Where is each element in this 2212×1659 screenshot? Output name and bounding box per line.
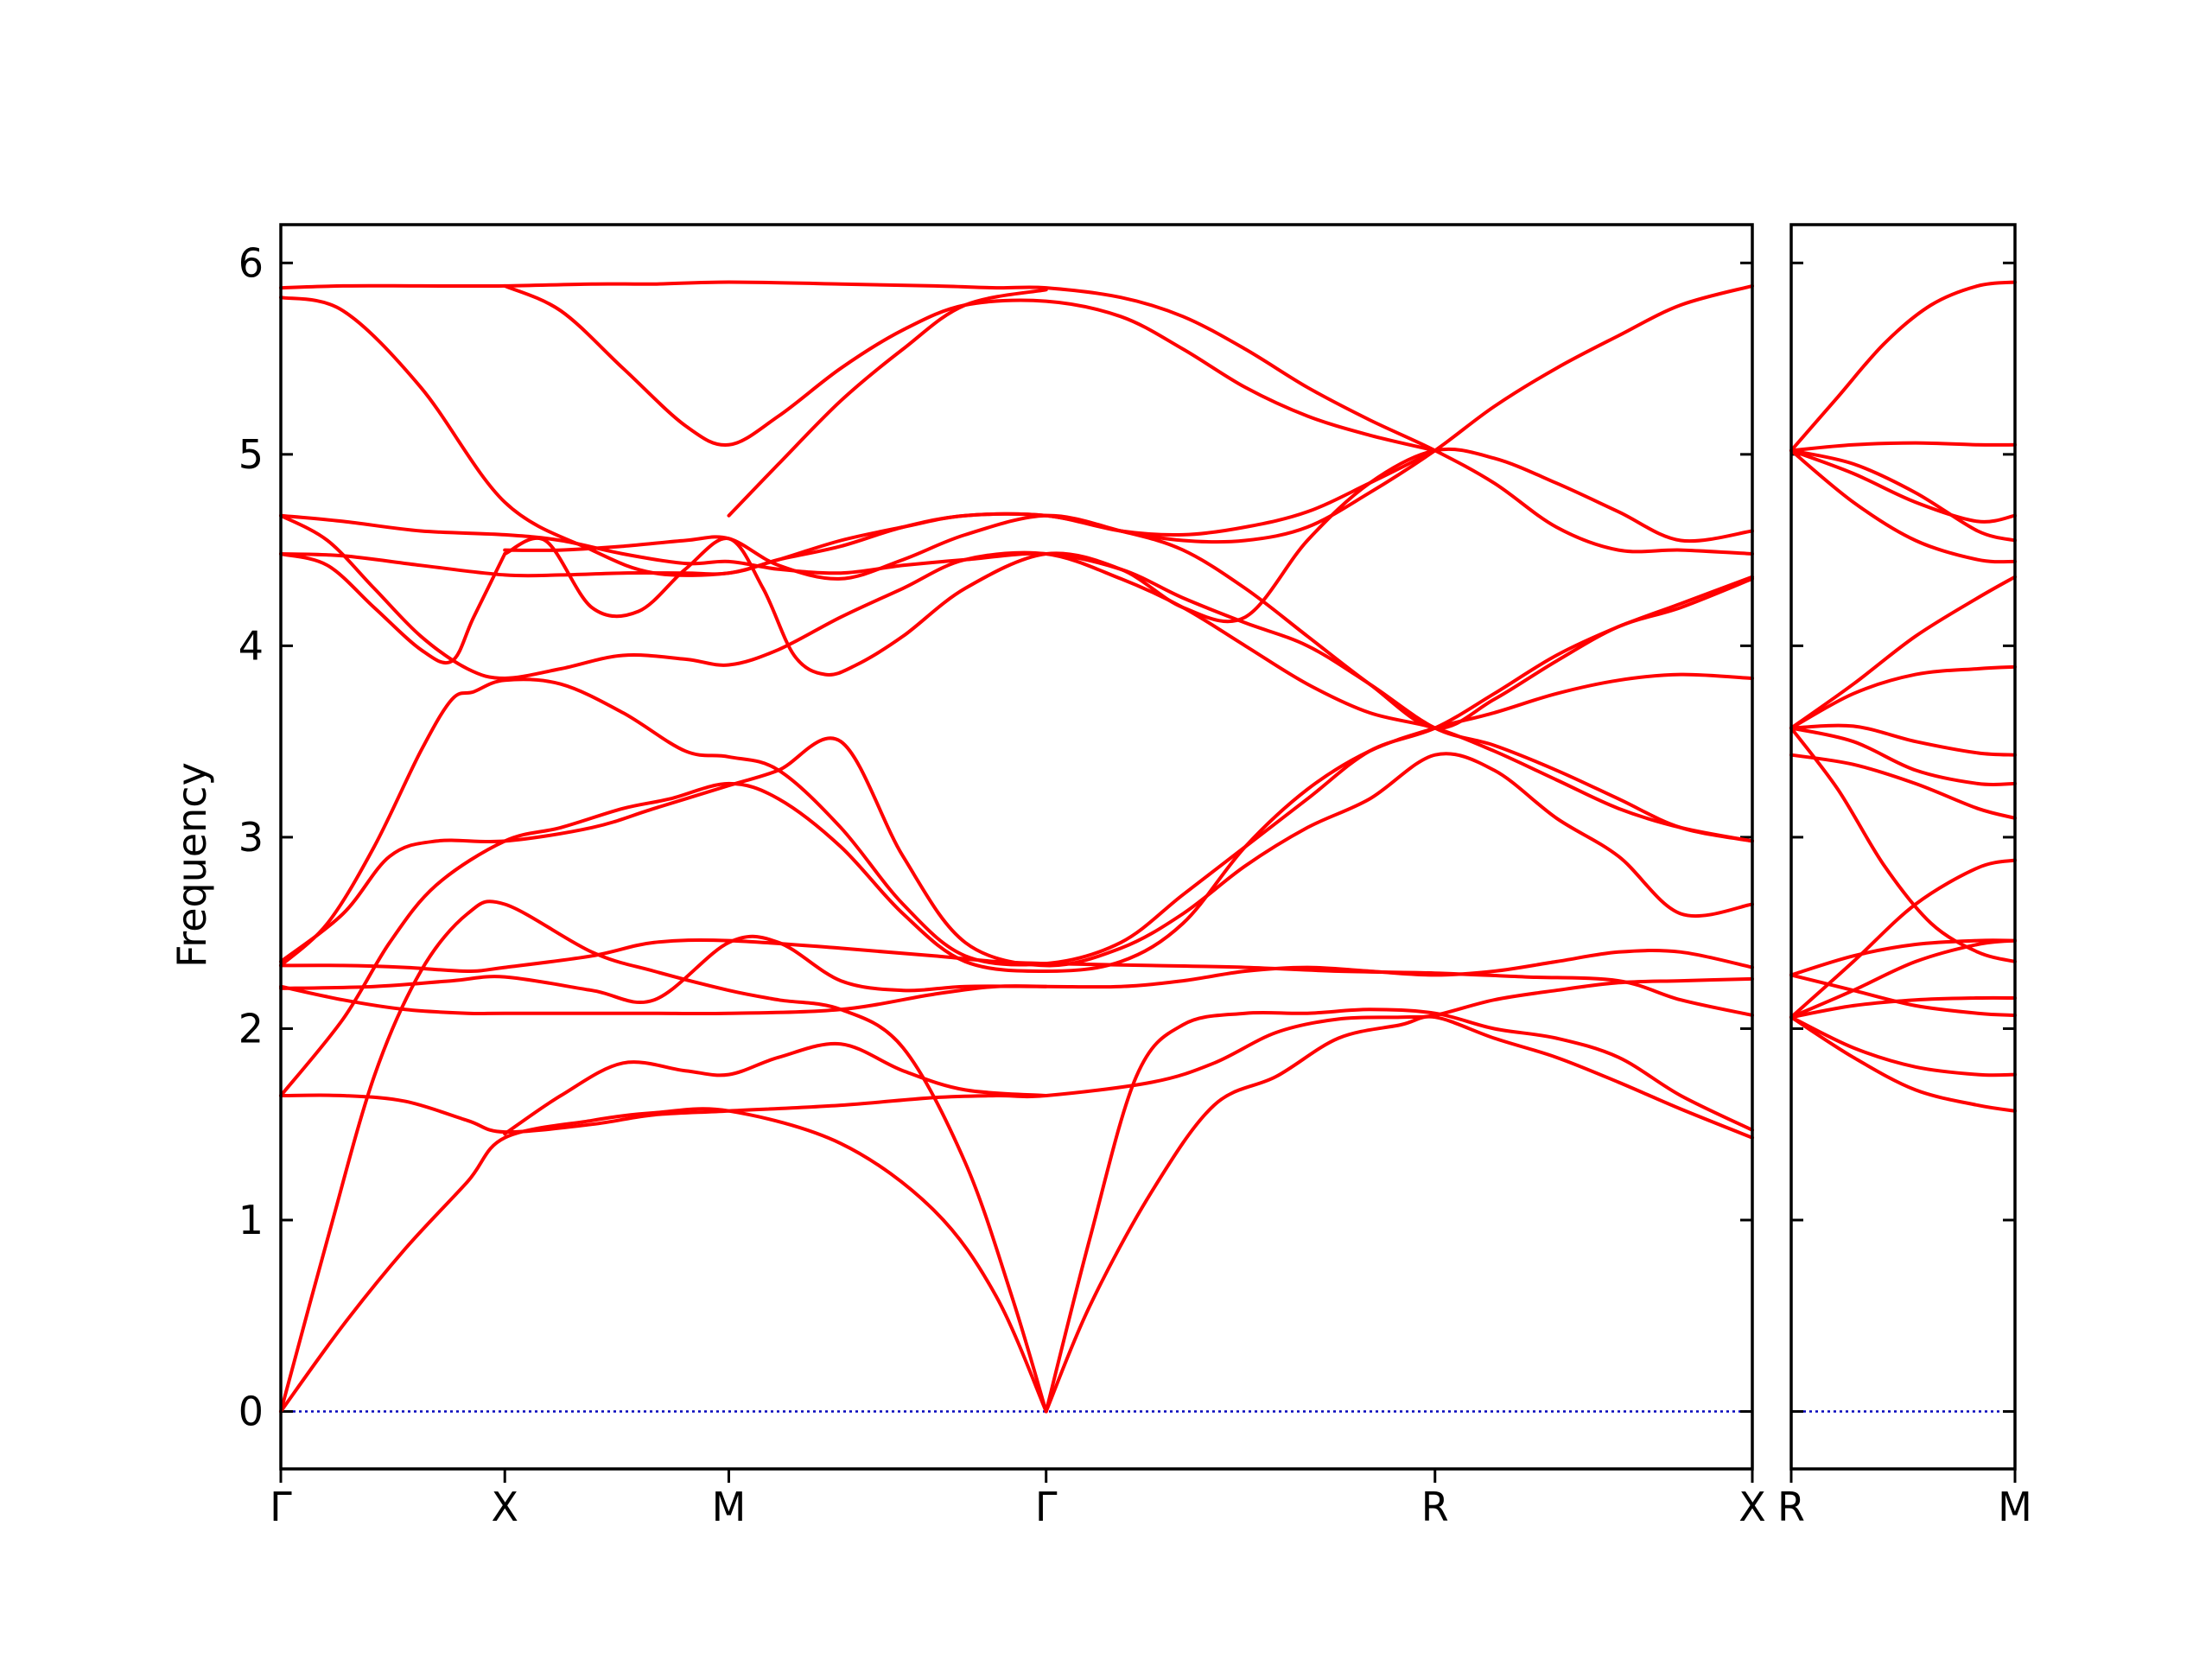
phonon-band bbox=[503, 447, 1754, 677]
phonon-band bbox=[1789, 1015, 2017, 1077]
x-tick-label: Γ bbox=[270, 1484, 292, 1530]
phonon-band bbox=[1789, 280, 2017, 453]
phonon-band bbox=[279, 575, 1754, 968]
phonon-band bbox=[279, 448, 1437, 578]
phonon-band bbox=[1789, 1015, 2017, 1113]
y-tick-label: 6 bbox=[238, 239, 264, 286]
phonon-band bbox=[1789, 938, 2017, 977]
x-tick-label: X bbox=[491, 1484, 518, 1530]
x-tick-label: M bbox=[1998, 1484, 2032, 1530]
phonon-band bbox=[279, 672, 1754, 1097]
phonon-band bbox=[1789, 664, 2017, 730]
phonon-band bbox=[503, 513, 1754, 730]
plot-frame bbox=[1789, 223, 2017, 1471]
phonon-band bbox=[279, 736, 1754, 968]
x-tick-label: X bbox=[1738, 1484, 1766, 1530]
phonon-band bbox=[279, 1107, 1048, 1414]
phonon-band bbox=[1044, 1007, 1754, 1414]
phonon-band bbox=[503, 283, 1437, 453]
x-tick-label: Γ bbox=[1035, 1484, 1058, 1530]
phonon-band bbox=[1789, 973, 2017, 1017]
phonon-band bbox=[1789, 441, 2017, 453]
phonon-band bbox=[503, 1041, 1048, 1136]
phonon-band bbox=[1789, 448, 2017, 564]
phonon-band bbox=[279, 552, 507, 665]
phonon-band bbox=[1789, 726, 2017, 963]
phonon-band bbox=[1789, 938, 2017, 1020]
phonon-band bbox=[1044, 1014, 1754, 1414]
phonon-band bbox=[279, 984, 1048, 1016]
y-tick-label: 5 bbox=[238, 431, 264, 478]
phonon-band bbox=[279, 283, 1754, 577]
phonon-band bbox=[1789, 995, 2017, 1020]
y-tick-label: 0 bbox=[238, 1389, 264, 1435]
y-tick-label: 1 bbox=[238, 1197, 264, 1243]
y-tick-label: 2 bbox=[238, 1005, 264, 1052]
phonon-band bbox=[1789, 448, 2017, 543]
phonon-band bbox=[279, 513, 1754, 843]
phonon-band bbox=[1789, 575, 2017, 730]
y-tick-label: 3 bbox=[238, 814, 264, 861]
y-tick-label: 4 bbox=[238, 622, 264, 669]
phonon-band bbox=[279, 938, 1754, 1017]
panel-main: 0 1 2 3 4 5 6 Γ X M Γ R X bbox=[238, 223, 1766, 1530]
phonon-band bbox=[727, 288, 1048, 518]
phonon-band bbox=[1789, 723, 2017, 757]
phonon-band bbox=[1789, 448, 2017, 524]
phonon-band bbox=[279, 280, 1754, 556]
y-axis-label: Frequency bbox=[168, 762, 215, 968]
phonon-band bbox=[1789, 753, 2017, 820]
phonon-band bbox=[1789, 858, 2017, 1020]
plot-frame bbox=[279, 223, 1754, 1471]
x-tick-label: R bbox=[1421, 1484, 1449, 1530]
phonon-band bbox=[1789, 726, 2017, 787]
x-tick-label: M bbox=[712, 1484, 747, 1530]
x-tick-label: R bbox=[1777, 1484, 1805, 1530]
phonon-band bbox=[279, 976, 1754, 1135]
phonon-band bbox=[279, 899, 1048, 1414]
